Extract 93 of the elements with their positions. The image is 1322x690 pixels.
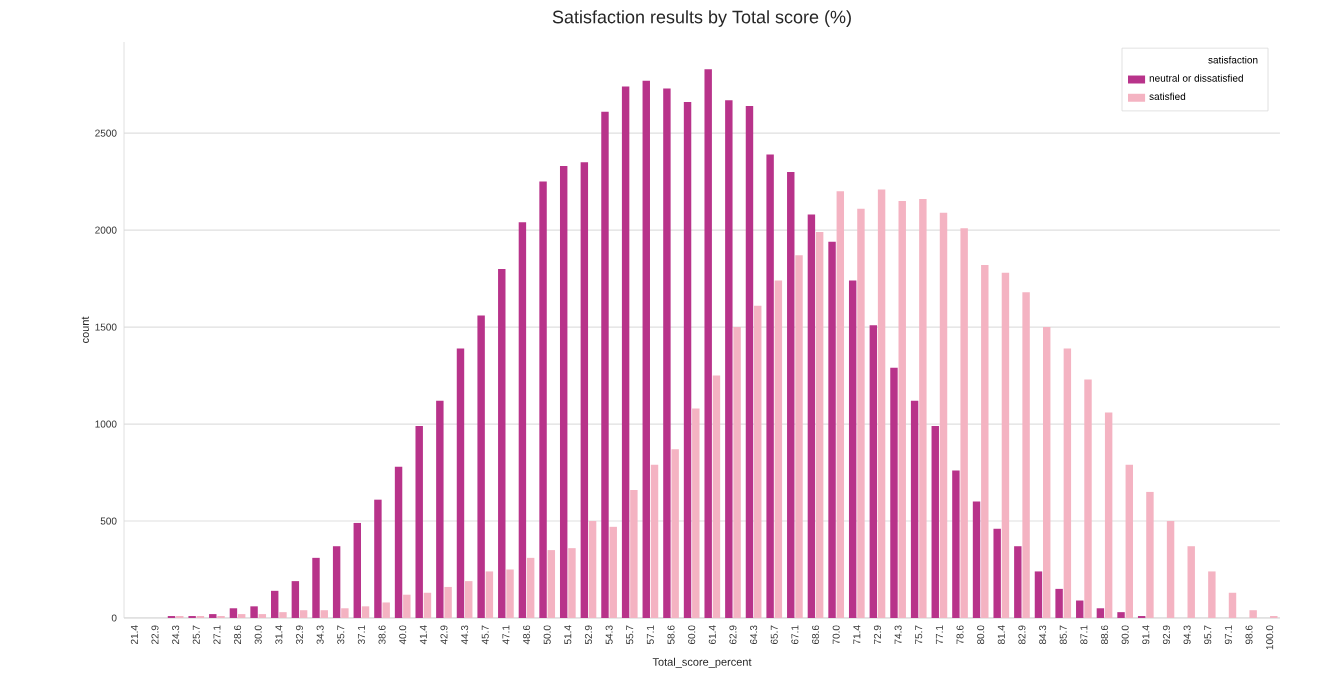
bar (1022, 292, 1030, 618)
bar (403, 594, 411, 618)
bar (836, 191, 845, 618)
bar (312, 557, 320, 618)
bar (423, 592, 432, 618)
bar (1125, 464, 1134, 618)
bar (1228, 592, 1237, 618)
bar (671, 449, 679, 618)
bar (621, 86, 630, 618)
bar (1001, 272, 1010, 618)
bar (498, 268, 506, 618)
bar (960, 228, 968, 618)
bar (650, 464, 659, 618)
bar (526, 557, 535, 618)
bar (931, 425, 939, 618)
bar (291, 581, 300, 618)
bar (795, 255, 803, 618)
bar (815, 232, 824, 618)
bar (919, 199, 927, 618)
bar (1166, 521, 1175, 618)
bar (229, 608, 238, 618)
bar (1249, 610, 1257, 618)
bar (415, 425, 423, 618)
bar (568, 548, 576, 618)
bar (341, 608, 349, 618)
bar (1055, 588, 1063, 618)
bar (890, 367, 898, 618)
bar (972, 501, 981, 618)
bar (299, 610, 308, 618)
bar (766, 154, 774, 618)
bar (547, 550, 556, 618)
bar (506, 569, 514, 618)
bar (712, 375, 721, 618)
bar (1104, 412, 1113, 618)
bar (869, 325, 878, 618)
bar (601, 111, 609, 618)
bar (898, 201, 906, 618)
bar (518, 222, 527, 618)
bar (683, 102, 692, 618)
bar (754, 305, 762, 618)
bar (382, 602, 390, 618)
bar (1084, 379, 1092, 618)
bar (1096, 608, 1105, 618)
bar (332, 546, 341, 618)
bar (807, 214, 816, 618)
bar (787, 171, 795, 618)
bar (725, 100, 733, 618)
bar (745, 105, 754, 618)
bar (733, 327, 741, 618)
bar (609, 526, 617, 618)
bar (1187, 546, 1195, 618)
bar (279, 612, 287, 618)
bar (704, 69, 712, 618)
bar (952, 470, 960, 618)
bar (580, 162, 589, 618)
bar (939, 212, 948, 618)
bar (1076, 600, 1084, 618)
bar (642, 80, 650, 618)
bar (444, 586, 452, 618)
bar (270, 590, 279, 618)
bar (588, 521, 597, 618)
bar (456, 348, 465, 618)
bar (630, 489, 638, 618)
bar (848, 280, 857, 618)
bar (436, 400, 444, 618)
bar (394, 466, 403, 618)
bar (374, 499, 382, 618)
bar (1014, 546, 1022, 618)
bar (1034, 571, 1043, 618)
bar (539, 181, 547, 618)
bar (1063, 348, 1072, 618)
bar (320, 610, 328, 618)
bar (663, 88, 671, 618)
bar (1146, 491, 1154, 618)
bar (774, 280, 783, 618)
bar (857, 208, 865, 618)
bar (877, 189, 886, 618)
bar (981, 265, 989, 618)
chart-title: Satisfaction results by Total score (%) (552, 10, 851, 27)
bar (910, 400, 919, 618)
bar (353, 522, 361, 618)
bar (465, 581, 473, 618)
bar (993, 528, 1001, 618)
bar (1043, 327, 1051, 618)
bar (559, 166, 568, 618)
bar (250, 606, 258, 618)
bar (692, 408, 700, 618)
bar (828, 241, 836, 618)
bar (1117, 612, 1125, 618)
bar (1208, 571, 1216, 618)
bar (361, 606, 370, 618)
bar (485, 571, 494, 618)
bar (477, 315, 485, 618)
